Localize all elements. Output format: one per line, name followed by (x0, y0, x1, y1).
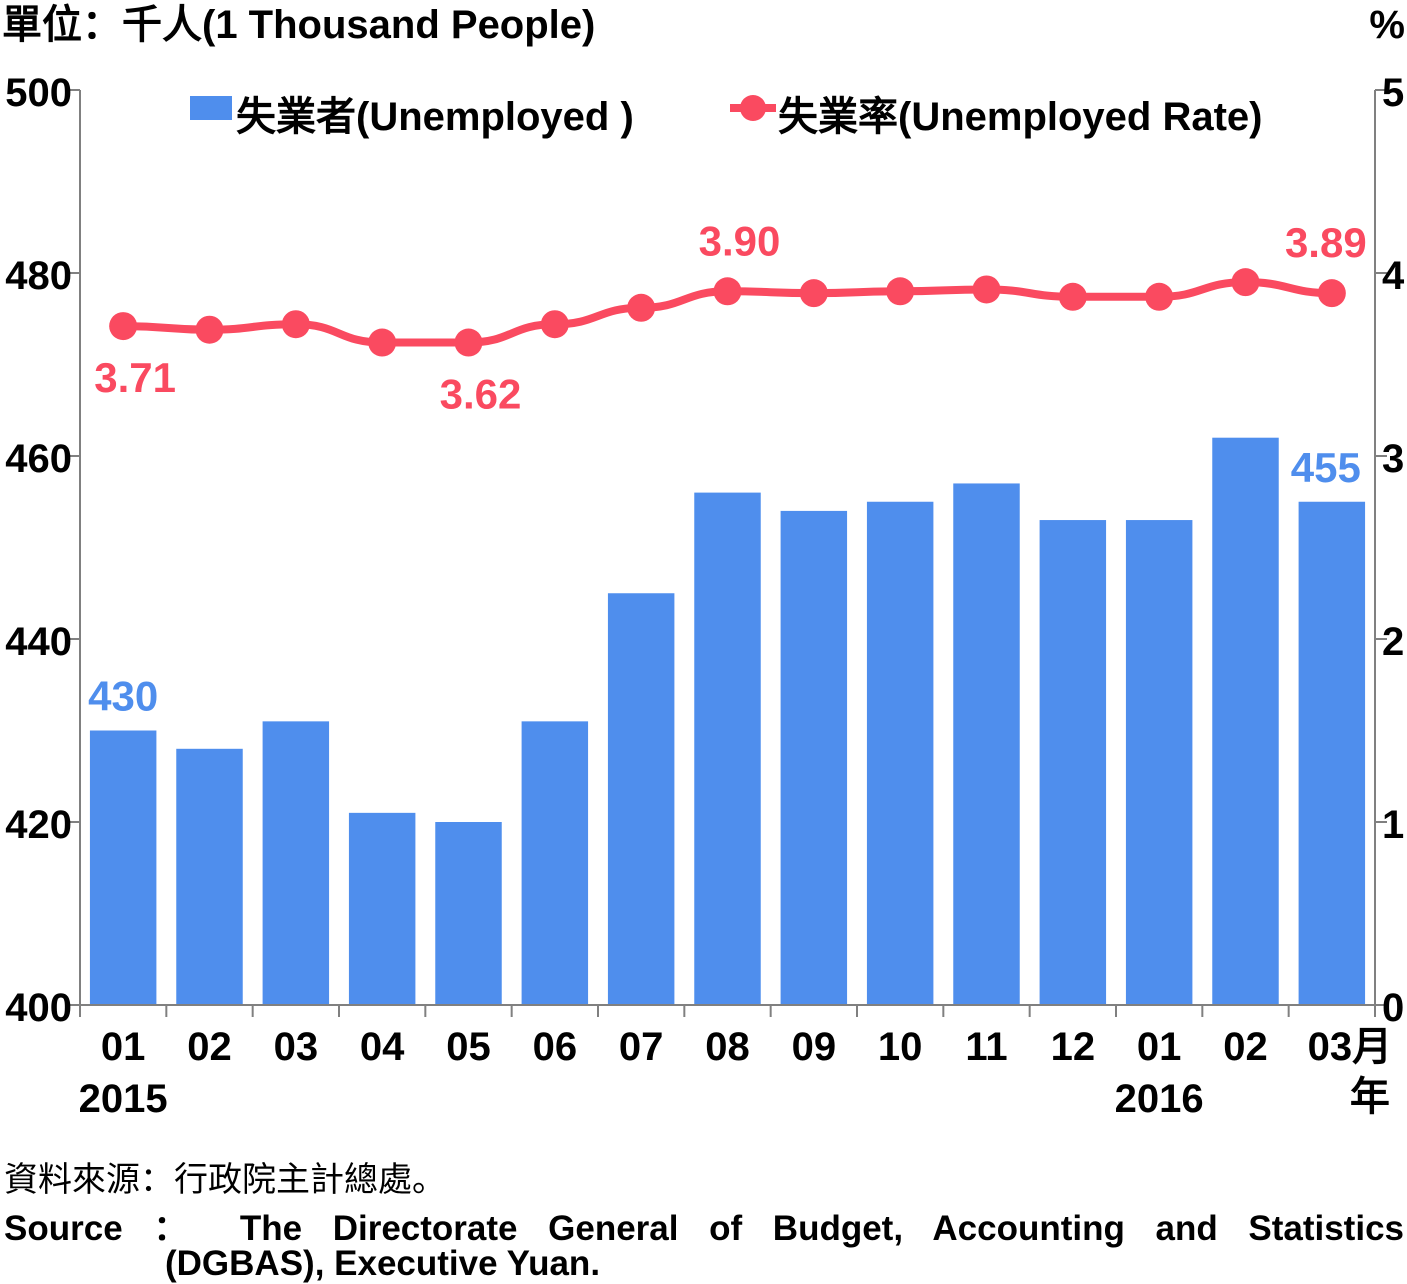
x-tick-label: 05 (446, 1025, 491, 1069)
x-tick-label: 03 (274, 1025, 319, 1069)
x-tick-label: 11 (965, 1025, 1007, 1069)
bar-value-label: 430 (88, 673, 158, 720)
x-tick-label: 10 (878, 1025, 923, 1069)
left-tick-label: 400 (5, 986, 72, 1030)
rate-value-label: 3.62 (440, 371, 522, 418)
year-label: 2016 (1115, 1077, 1204, 1121)
right-tick-label: 3 (1382, 437, 1404, 481)
right-tick-label: 4 (1382, 254, 1405, 298)
rate-point-5 (454, 328, 483, 357)
rate-point-10 (886, 277, 915, 306)
right-tick-label: 1 (1382, 803, 1404, 847)
rate-value-label: 3.90 (699, 217, 781, 264)
source-english-line2: (DGBAS), Executive Yuan. (165, 1244, 601, 1283)
left-axis-unit: 單位：千人(1 Thousand People) (2, 3, 595, 47)
data-labels: 430 455 3.71 3.62 3.90 3.89 (88, 217, 1367, 719)
bar-1 (89, 730, 157, 1005)
rate-point-1 (109, 312, 138, 341)
rate-series (109, 268, 1346, 357)
year-suffix-label: 年 (1350, 1075, 1390, 1119)
rate-point-2 (195, 315, 224, 344)
rate-point-8 (713, 277, 742, 306)
legend: 失業者(Unemployed ) 失業率(Unemployed Rate) (190, 95, 1263, 139)
left-tick-label: 480 (5, 254, 72, 298)
axes: 400 0 420 1 440 2 460 3 480 4 500 5 01 02 03 04 05 06 07 08… (5, 71, 1405, 1121)
rate-point-12 (1058, 282, 1087, 311)
bar-14 (1212, 437, 1279, 1005)
rate-point-9 (799, 279, 828, 308)
bar-3 (262, 721, 330, 1005)
legend-label-rate: 失業率(Unemployed Rate) (778, 95, 1263, 139)
x-tick-label: 01 (101, 1025, 146, 1069)
x-tick-label: 06 (533, 1025, 578, 1069)
bar-2 (176, 748, 243, 1005)
bar-5 (435, 822, 502, 1005)
right-tick-label: 0 (1382, 986, 1404, 1030)
rate-point-11 (972, 275, 1001, 304)
left-tick-label: 440 (5, 620, 72, 664)
rate-point-15 (1317, 279, 1346, 308)
rate-value-label: 3.71 (94, 354, 176, 401)
right-tick-label: 2 (1382, 620, 1404, 664)
bar-6 (521, 721, 589, 1005)
bar-12 (1039, 520, 1107, 1005)
x-tick-label: 02 (187, 1025, 232, 1069)
bar-series (89, 437, 1366, 1006)
x-tick-label: 07 (619, 1025, 664, 1069)
rate-point-7 (627, 293, 656, 322)
legend-marker-rate (740, 95, 766, 121)
bar-4 (348, 812, 416, 1005)
right-tick-label: 5 (1382, 71, 1404, 115)
bar-value-label: 455 (1291, 444, 1361, 491)
left-tick-label: 460 (5, 437, 72, 481)
bar-13 (1125, 520, 1193, 1005)
rate-point-14 (1231, 268, 1260, 297)
x-tick-label: 02 (1223, 1025, 1268, 1069)
x-tick-label: 03月 (1308, 1025, 1393, 1069)
source-chinese: 資料來源：行政院主計總處。 (4, 1160, 446, 1200)
rate-point-3 (281, 310, 310, 339)
year-label: 2015 (79, 1077, 168, 1121)
bar-10 (866, 501, 934, 1005)
bar-9 (780, 510, 848, 1005)
rate-point-6 (540, 310, 569, 339)
source-english-line1: Source ： The Directorate General of Budg… (4, 1209, 1404, 1248)
x-tick-label: 09 (792, 1025, 837, 1069)
bar-8 (694, 492, 761, 1006)
combo-chart: 單位：千人(1 Thousand People) % 失業者(Unemploye… (2, 3, 1405, 1121)
bar-15 (1298, 501, 1366, 1005)
left-tick-label: 420 (5, 803, 72, 847)
left-tick-label: 500 (5, 71, 72, 115)
rate-point-13 (1145, 282, 1174, 311)
x-tick-label: 04 (360, 1025, 405, 1069)
right-axis-unit: % (1369, 3, 1405, 47)
x-tick-label: 12 (1051, 1025, 1096, 1069)
rate-value-label: 3.89 (1285, 219, 1367, 266)
legend-label-unemployed: 失業者(Unemployed ) (236, 95, 634, 139)
x-tick-label: 01 (1137, 1025, 1182, 1069)
bar-11 (953, 483, 1020, 1005)
legend-swatch-unemployed (190, 96, 232, 120)
bar-7 (607, 593, 675, 1005)
x-tick-label: 08 (705, 1025, 750, 1069)
rate-point-4 (368, 328, 397, 357)
